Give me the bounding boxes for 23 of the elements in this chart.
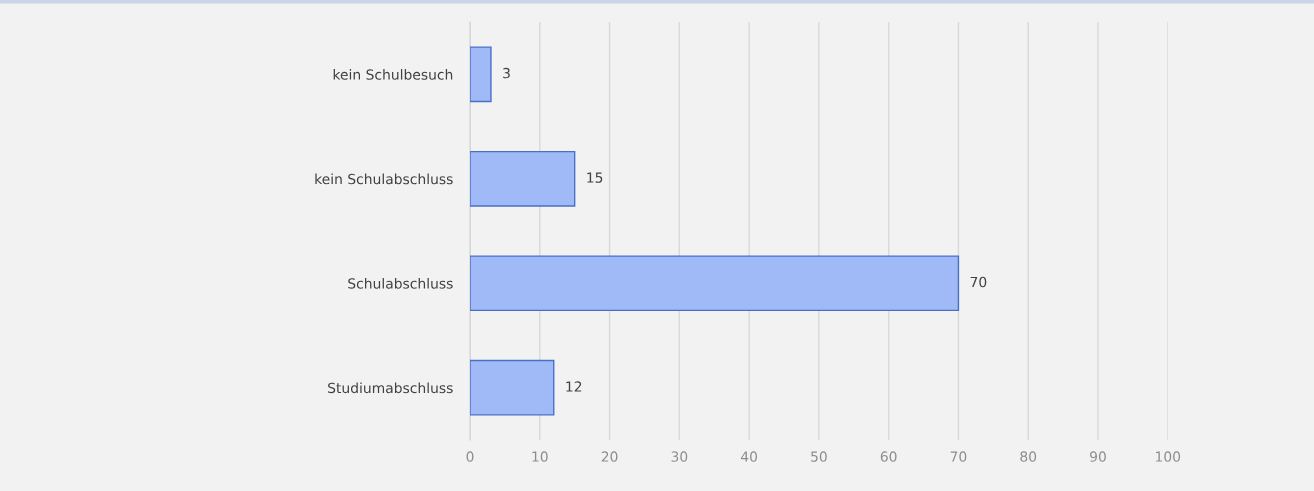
data-label: 12 — [566, 381, 582, 392]
x-tick-label: 80 — [1020, 451, 1037, 462]
y-tick-label: Studiumabschluss — [328, 382, 453, 394]
x-tick-label: 40 — [740, 451, 758, 462]
x-tick-label: 90 — [1090, 451, 1106, 462]
y-tick-label: kein Schulabschluss — [315, 173, 453, 185]
y-tick-label: Schulabschluss — [348, 277, 453, 289]
y-tick-label: kein Schulbesuch — [333, 69, 453, 80]
bar — [470, 150, 576, 207]
x-tick-label: 60 — [880, 451, 897, 462]
x-tick-label: 30 — [671, 451, 688, 462]
data-label: 3 — [503, 67, 510, 79]
bar — [470, 255, 960, 312]
x-tick-label: 10 — [532, 451, 548, 462]
bar — [470, 359, 555, 416]
bar — [470, 46, 492, 103]
x-tick-label: 20 — [601, 451, 618, 462]
x-tick-label: 100 — [1156, 451, 1181, 462]
x-tick-label: 50 — [811, 451, 827, 462]
x-tick-label: 70 — [950, 451, 967, 462]
data-label: 15 — [587, 172, 603, 183]
x-tick-label: 0 — [466, 451, 474, 462]
data-label: 70 — [970, 276, 987, 288]
